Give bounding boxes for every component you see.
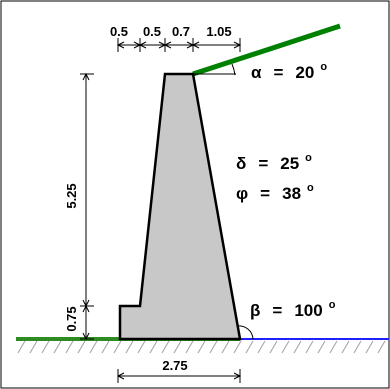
top-dim-4: 1.05 [206,24,231,39]
alpha-label: α = 20 o [251,61,327,82]
ground-hatch [17,340,386,354]
top-dim-2: 0.5 [143,24,161,39]
retaining-wall [118,72,242,341]
alpha-arc [231,63,236,76]
phi-label: φ = 38 o [236,182,314,203]
beta-label: β = 100 o [250,299,336,320]
base-width-label: 2.75 [162,358,187,373]
delta-label: δ = 25 o [236,152,312,173]
base-dimension-line [116,369,242,383]
beta-arc [236,325,254,340]
height-dimension-line [80,72,94,341]
wall-height-label: 5.25 [64,183,79,208]
top-dim-1: 0.5 [110,24,128,39]
toe-height-label: 0.75 [64,306,79,331]
top-dimension-line [116,38,242,52]
backfill-slope-line [192,23,341,77]
top-dim-3: 0.7 [172,24,190,39]
